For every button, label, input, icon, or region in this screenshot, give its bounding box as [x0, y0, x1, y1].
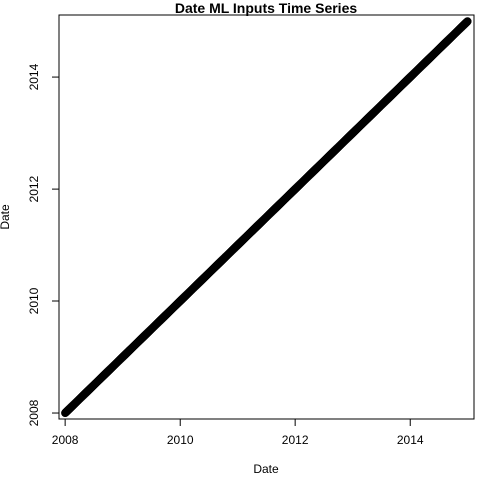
y-axis-label: Date	[0, 204, 12, 230]
x-axis-label: Date	[253, 462, 279, 476]
x-tick-label: 2008	[52, 433, 79, 447]
y-axis: 2008 2010 2012 2014	[27, 63, 60, 426]
y-tick-label: 2012	[27, 175, 41, 202]
y-tick-label: 2008	[27, 399, 41, 426]
x-tick-label: 2014	[397, 433, 424, 447]
y-tick-label: 2014	[27, 63, 41, 90]
x-tick-label: 2012	[282, 433, 309, 447]
chart-title: Date ML Inputs Time Series	[175, 0, 358, 16]
data-point	[463, 17, 472, 26]
x-axis: 2008 2010 2012 2014	[52, 418, 424, 447]
data-points	[61, 17, 472, 418]
y-tick-label: 2010	[27, 287, 41, 314]
x-tick-label: 2010	[167, 433, 194, 447]
